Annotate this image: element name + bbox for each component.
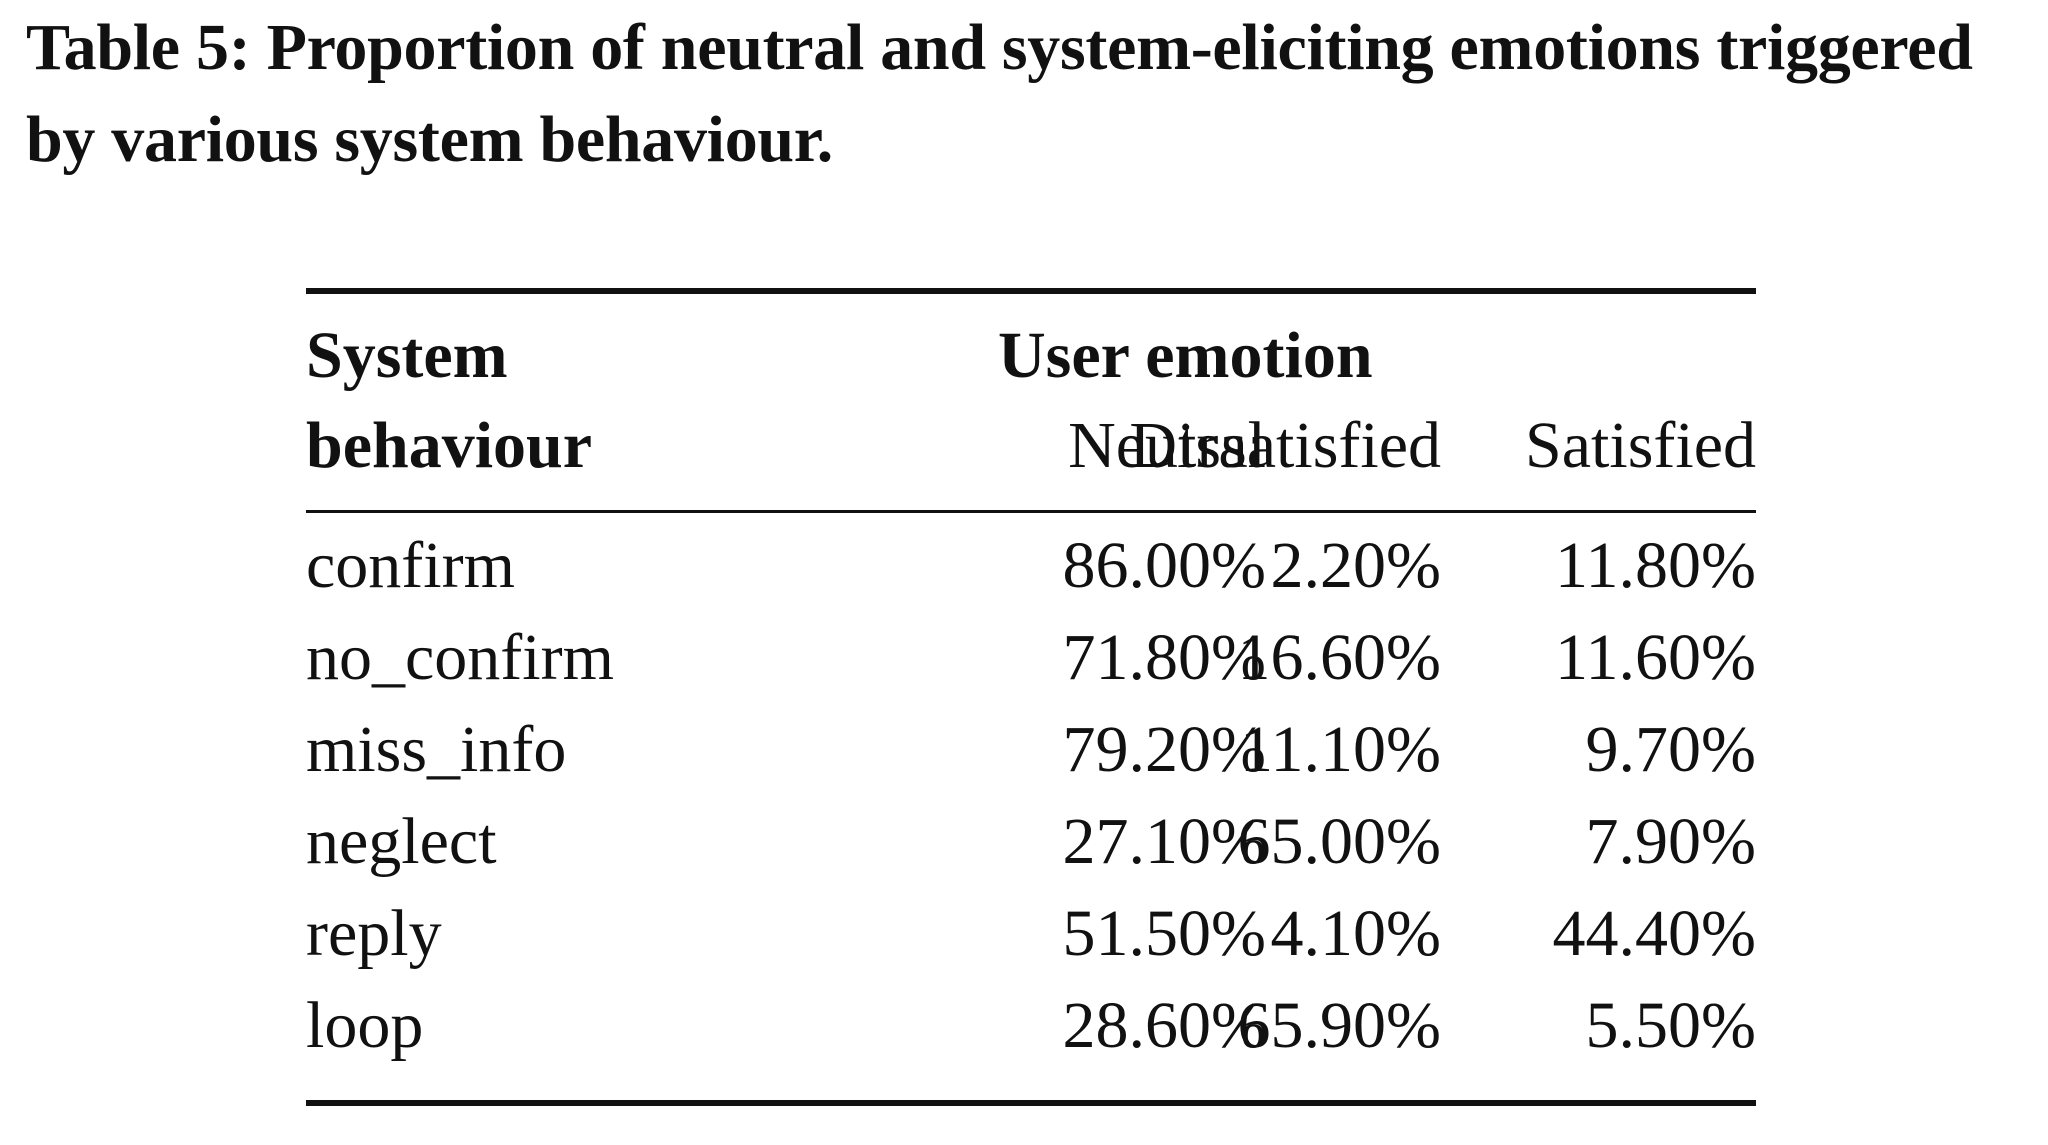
table-row: confirm 86.00% 2.20% 11.80% [306, 520, 1756, 612]
cell-dissatisfied: 65.00% [1237, 805, 1442, 878]
cell-satisfied: 11.60% [1554, 621, 1756, 694]
header-row-label-line1: System [306, 319, 508, 392]
cell-neutral: 27.10% [1062, 805, 1266, 878]
table-row: neglect 27.10% 65.00% 7.90% [306, 796, 1756, 888]
table-row: loop 28.60% 65.90% 5.50% [306, 980, 1756, 1072]
cell-dissatisfied: 11.10% [1240, 713, 1442, 786]
cell-satisfied: 44.40% [1552, 897, 1756, 970]
header-row-label-line2: behaviour [306, 409, 593, 482]
cell-neutral: 28.60% [1062, 989, 1266, 1062]
column-header-neutral: Neutral [1068, 409, 1266, 482]
cell-neutral: 71.80% [1062, 621, 1266, 694]
cell-dissatisfied: 16.60% [1237, 621, 1442, 694]
table-row: reply 51.50% 4.10% 44.40% [306, 888, 1756, 980]
cell-satisfied: 7.90% [1585, 805, 1756, 878]
header-group-label: User emotion [998, 319, 1373, 392]
cell-dissatisfied: 4.10% [1270, 897, 1442, 970]
header-rule [306, 510, 1756, 513]
row-label: confirm [306, 529, 515, 602]
cell-satisfied: 11.80% [1554, 529, 1756, 602]
row-label: neglect [306, 805, 497, 878]
column-header-satisfied: Satisfied [1525, 409, 1756, 482]
table-row: miss_info 79.20% 11.10% 9.70% [306, 704, 1756, 796]
top-rule [306, 288, 1756, 294]
table-caption: Table 5: Proportion of neutral and syste… [26, 11, 1973, 176]
row-label: no_confirm [306, 621, 614, 694]
column-header-dissatisfied: Dissatisfied [1129, 409, 1442, 482]
bottom-rule [306, 1100, 1756, 1106]
cell-dissatisfied: 65.90% [1237, 989, 1442, 1062]
row-label: reply [306, 897, 442, 970]
row-label: miss_info [306, 713, 567, 786]
table-row: no_confirm 71.80% 16.60% 11.60% [306, 612, 1756, 704]
cell-neutral: 79.20% [1062, 713, 1266, 786]
row-label: loop [306, 989, 424, 1062]
cell-dissatisfied: 2.20% [1270, 529, 1442, 602]
cell-neutral: 51.50% [1062, 897, 1266, 970]
cell-satisfied: 9.70% [1585, 713, 1756, 786]
cell-neutral: 86.00% [1062, 529, 1266, 602]
cell-satisfied: 5.50% [1585, 989, 1756, 1062]
